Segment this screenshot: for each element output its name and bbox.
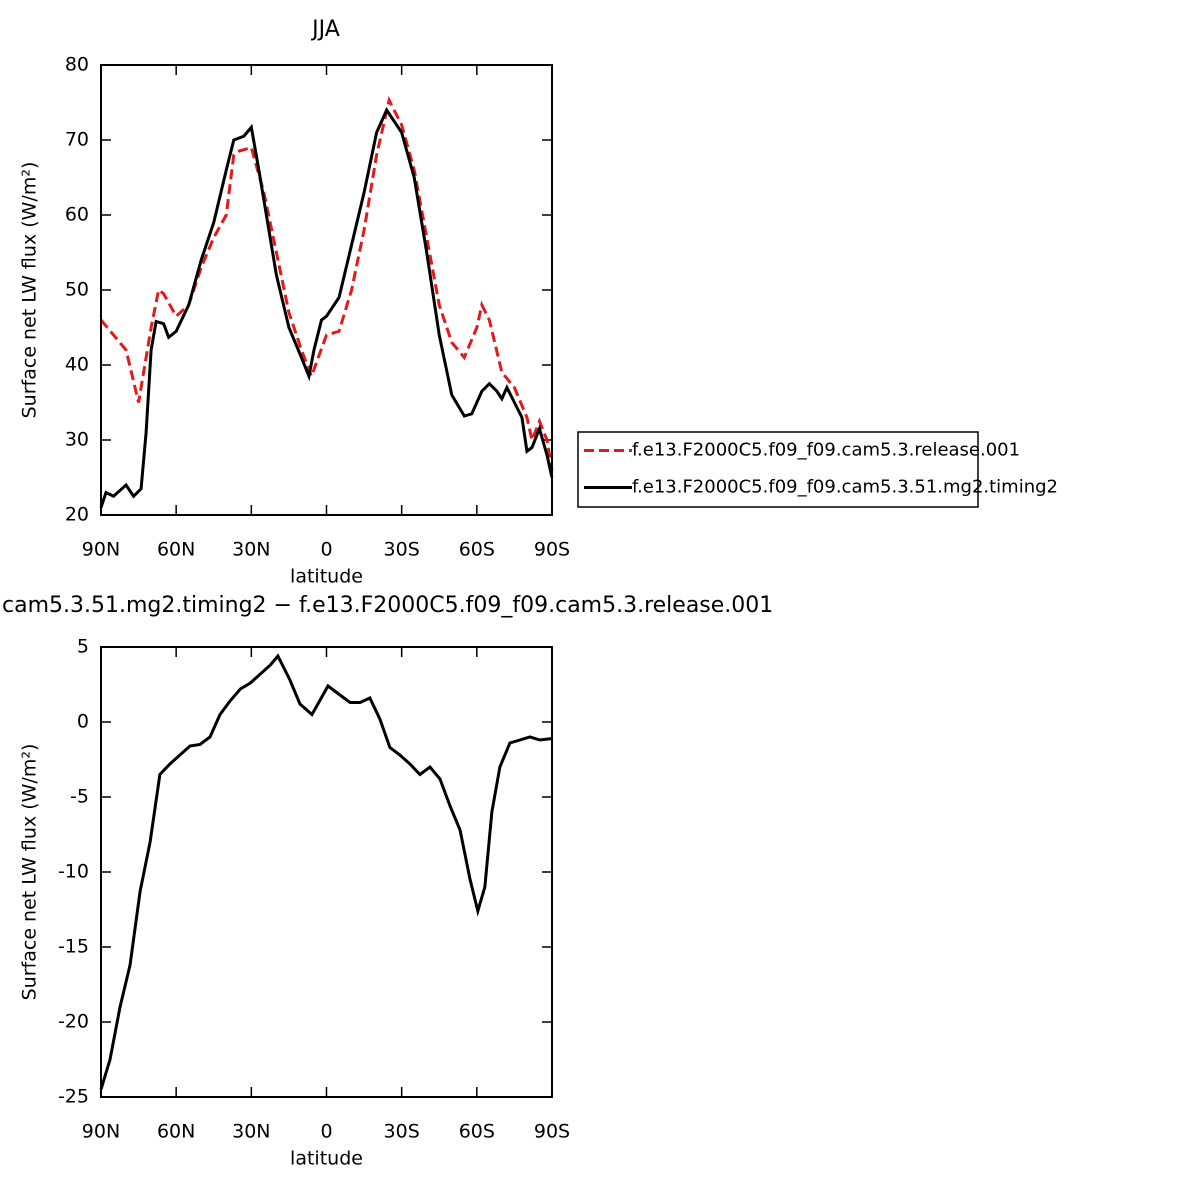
x-tick-label: 0 bbox=[320, 1121, 332, 1143]
data-line bbox=[99, 106, 554, 508]
y-axis-label: Surface net LW flux (W/m²) bbox=[19, 162, 41, 419]
y-tick-label: -20 bbox=[58, 1011, 89, 1033]
legend-label: f.e13.F2000C5.f09_f09.cam5.3.51.mg2.timi… bbox=[632, 477, 1058, 498]
y-tick-label: 30 bbox=[65, 429, 89, 451]
legend-box bbox=[577, 431, 979, 508]
x-tick-label: 0 bbox=[320, 539, 332, 561]
x-tick-label: 90N bbox=[82, 1121, 120, 1143]
y-tick-label: 0 bbox=[77, 711, 89, 733]
x-axis-label: latitude bbox=[290, 566, 363, 588]
x-tick-label: 90S bbox=[534, 1121, 570, 1143]
y-tick-label: 40 bbox=[65, 354, 89, 376]
y-tick-label: -15 bbox=[58, 936, 89, 958]
data-line bbox=[99, 95, 554, 471]
y-tick-label: 80 bbox=[65, 54, 89, 76]
y-axis-label: Surface net LW flux (W/m²) bbox=[19, 744, 41, 1001]
x-tick-label: 60N bbox=[157, 539, 195, 561]
x-tick-label: 60N bbox=[157, 1121, 195, 1143]
x-tick-label: 60S bbox=[459, 1121, 495, 1143]
x-axis-label: latitude bbox=[290, 1148, 363, 1170]
x-tick-label: 60S bbox=[459, 539, 495, 561]
y-tick-label: -5 bbox=[70, 786, 89, 808]
y-tick-label: 50 bbox=[65, 279, 89, 301]
x-tick-label: 30N bbox=[232, 1121, 270, 1143]
plot-frame bbox=[100, 646, 553, 1098]
x-tick-label: 30N bbox=[232, 539, 270, 561]
y-tick-label: 5 bbox=[77, 636, 89, 658]
y-tick-label: 70 bbox=[65, 129, 89, 151]
chart-title: JJA bbox=[310, 17, 340, 42]
x-tick-label: 90N bbox=[82, 539, 120, 561]
y-tick-label: -10 bbox=[58, 861, 89, 883]
y-tick-label: -25 bbox=[58, 1086, 89, 1108]
y-tick-label: 60 bbox=[65, 204, 89, 226]
legend-label: f.e13.F2000C5.f09_f09.cam5.3.release.001 bbox=[632, 440, 1020, 461]
y-tick-label: 20 bbox=[65, 504, 89, 526]
chart-title: cam5.3.51.mg2.timing2 − f.e13.F2000C5.f0… bbox=[2, 593, 773, 618]
x-tick-label: 30S bbox=[384, 1121, 420, 1143]
x-tick-label: 30S bbox=[384, 539, 420, 561]
plot-frame bbox=[100, 64, 553, 516]
data-line bbox=[99, 653, 553, 1090]
x-tick-label: 90S bbox=[534, 539, 570, 561]
